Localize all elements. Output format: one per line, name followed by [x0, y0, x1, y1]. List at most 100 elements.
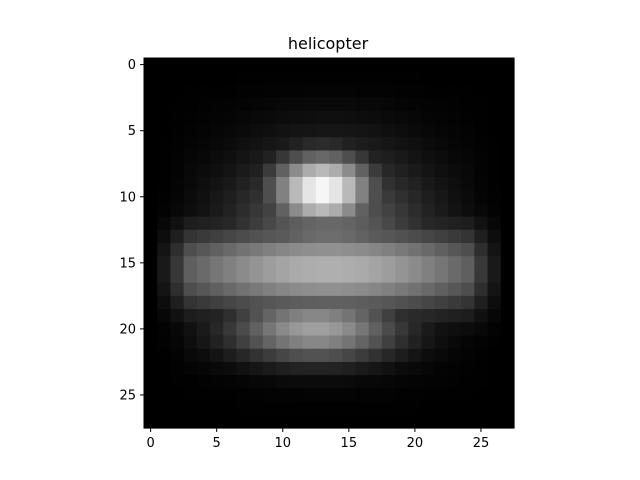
- heatmap-cell: [408, 322, 423, 337]
- heatmap-cell: [144, 58, 158, 72]
- heatmap-cell: [315, 58, 330, 72]
- heatmap-cell: [355, 176, 370, 191]
- heatmap-cell: [157, 216, 172, 231]
- heatmap-cell: [474, 256, 489, 271]
- heatmap-cell: [474, 176, 489, 191]
- heatmap-cell: [395, 97, 409, 112]
- heatmap-cell: [196, 190, 211, 204]
- heatmap-cell: [461, 124, 475, 138]
- heatmap-cell: [157, 361, 172, 376]
- heatmap-cell: [170, 97, 185, 112]
- heatmap-cell: [395, 361, 409, 376]
- heatmap-cell: [381, 361, 396, 376]
- heatmap-cell: [342, 243, 357, 257]
- heatmap-cell: [395, 375, 409, 389]
- heatmap-cell: [315, 203, 330, 218]
- heatmap-cell: [395, 203, 409, 218]
- heatmap-cell: [302, 216, 317, 231]
- heatmap-cell: [408, 401, 423, 416]
- heatmap-cell: [262, 216, 277, 231]
- heatmap-cell: [474, 229, 489, 244]
- heatmap-cell: [276, 137, 290, 152]
- heatmap-cell: [315, 124, 330, 138]
- heatmap-cell: [461, 97, 475, 112]
- heatmap-cell: [210, 295, 224, 310]
- heatmap-cell: [447, 84, 462, 99]
- heatmap-cell: [249, 124, 264, 138]
- heatmap-cell: [157, 150, 172, 165]
- heatmap-cell: [157, 137, 172, 152]
- heatmap-cell: [487, 137, 502, 152]
- heatmap-cell: [342, 322, 357, 337]
- heatmap-cell: [262, 401, 277, 416]
- heatmap-cell: [262, 414, 277, 429]
- heatmap-cell: [196, 388, 211, 403]
- heatmap-cell: [434, 110, 449, 125]
- heatmap-cell: [276, 361, 290, 376]
- heatmap-cell: [342, 124, 357, 138]
- heatmap-cell: [329, 176, 343, 191]
- heatmap-cell: [368, 375, 383, 389]
- heatmap-cell: [342, 84, 357, 99]
- heatmap-cell: [342, 414, 357, 429]
- heatmap-cell: [170, 58, 185, 72]
- heatmap-cell: [421, 190, 436, 204]
- heatmap-cell: [315, 401, 330, 416]
- heatmap-cell: [447, 388, 462, 403]
- heatmap-cell: [474, 84, 489, 99]
- heatmap-cell: [170, 322, 185, 337]
- heatmap-cell: [474, 348, 489, 363]
- heatmap-cell: [223, 58, 238, 72]
- heatmap-cell: [276, 401, 290, 416]
- heatmap-cell: [474, 414, 489, 429]
- heatmap-cell: [170, 269, 185, 284]
- heatmap-cell: [289, 229, 304, 244]
- heatmap-cell: [157, 269, 172, 284]
- heatmap-cell: [342, 388, 357, 403]
- heatmap-cell: [223, 282, 238, 297]
- heatmap-cell: [342, 71, 357, 86]
- heatmap-cell: [302, 243, 317, 257]
- chart-title: helicopter: [288, 34, 369, 53]
- heatmap-cell: [355, 84, 370, 99]
- heatmap-cell: [395, 58, 409, 72]
- heatmap-cell: [329, 282, 343, 297]
- heatmap-cell: [302, 348, 317, 363]
- heatmap-cell: [183, 401, 198, 416]
- heatmap-cell: [276, 203, 290, 218]
- heatmap-cell: [395, 190, 409, 204]
- heatmap-cell: [210, 335, 224, 350]
- heatmap-cell: [447, 137, 462, 152]
- heatmap-cell: [236, 163, 251, 178]
- heatmap-cell: [381, 203, 396, 218]
- heatmap-cell: [329, 256, 343, 271]
- heatmap-cell: [157, 414, 172, 429]
- heatmap-cell: [223, 243, 238, 257]
- heatmap-cell: [302, 295, 317, 310]
- heatmap-cell: [381, 124, 396, 138]
- heatmap-cell: [500, 375, 515, 389]
- heatmap-cell: [262, 361, 277, 376]
- heatmap-cell: [408, 216, 423, 231]
- heatmap-cell: [196, 137, 211, 152]
- heatmap-cell: [157, 190, 172, 204]
- heatmap-cell: [210, 84, 224, 99]
- heatmap-cell: [144, 282, 158, 297]
- heatmap-cell: [289, 124, 304, 138]
- heatmap-cell: [381, 348, 396, 363]
- heatmap-cell: [196, 269, 211, 284]
- heatmap-cell: [249, 216, 264, 231]
- heatmap-cell: [196, 322, 211, 337]
- heatmap-cell: [196, 203, 211, 218]
- heatmap-cell: [355, 348, 370, 363]
- heatmap-cell: [276, 269, 290, 284]
- heatmap-cell: [144, 414, 158, 429]
- heatmap-cell: [223, 361, 238, 376]
- heatmap-cell: [144, 97, 158, 112]
- heatmap-cell: [302, 375, 317, 389]
- heatmap-cell: [223, 190, 238, 204]
- heatmap-cell: [223, 269, 238, 284]
- heatmap-cell: [408, 110, 423, 125]
- heatmap-cell: [434, 256, 449, 271]
- heatmap-cell: [355, 216, 370, 231]
